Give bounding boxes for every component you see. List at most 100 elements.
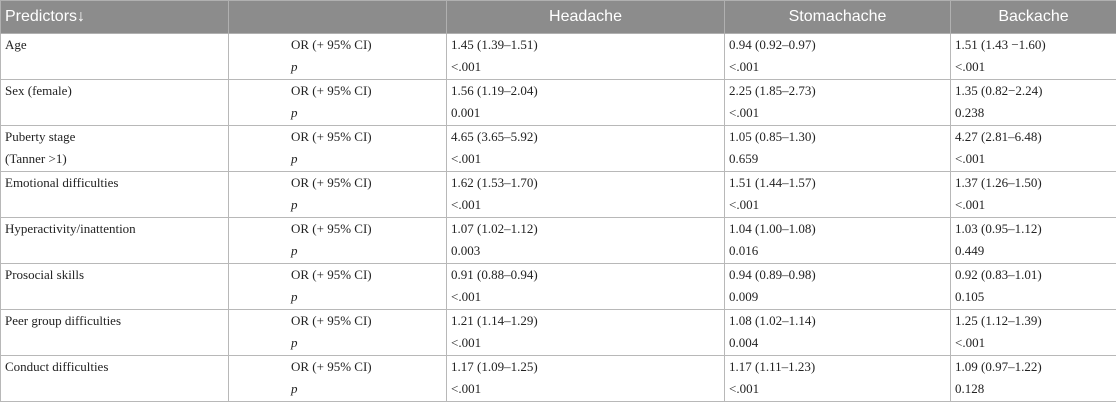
stat-label: p <box>291 335 298 350</box>
p-value: 0.659 <box>729 151 759 166</box>
odds-ratio: 1.56 (1.19–2.04) <box>451 83 538 98</box>
p-value: <.001 <box>451 59 482 74</box>
stat-label: OR (+ 95% CI) <box>291 267 372 282</box>
label-cell: OR (+ 95% CI) p <box>228 33 447 80</box>
p-value: <.001 <box>451 335 482 350</box>
stat-label: p <box>291 243 298 258</box>
odds-ratio: 2.25 (1.85–2.73) <box>729 83 816 98</box>
odds-ratio: 4.27 (2.81–6.48) <box>955 129 1042 144</box>
p-value: <.001 <box>729 59 760 74</box>
p-value: <.001 <box>451 151 482 166</box>
predictor-cell: Peer group difficulties <box>0 309 229 356</box>
header-cell: Backache <box>950 0 1116 34</box>
table-row: Age OR (+ 95% CI) p 1.45 (1.39–1.51) <.001 0.… <box>0 33 1116 80</box>
stomachache-cell: 0.94 (0.92–0.97) <.001 <box>724 33 951 80</box>
odds-ratio: 1.51 (1.44–1.57) <box>729 175 816 190</box>
p-value: 0.105 <box>955 289 985 304</box>
predictor-cell: Hyperactivity/inattention <box>0 217 229 264</box>
odds-ratio: 1.08 (1.02–1.14) <box>729 313 816 328</box>
p-value: <.001 <box>955 151 986 166</box>
stomachache-cell: 2.25 (1.85–2.73) <.001 <box>724 79 951 126</box>
stomachache-cell: 1.08 (1.02–1.14) 0.004 <box>724 309 951 356</box>
predictor-cell: Conduct difficulties <box>0 355 229 402</box>
table-header: Predictors↓ Headache Stomachache Backache <box>0 0 1116 34</box>
odds-ratio: 1.09 (0.97–1.22) <box>955 359 1042 374</box>
predictor: (Tanner >1) <box>5 151 67 166</box>
stat-label: OR (+ 95% CI) <box>291 129 372 144</box>
label-cell: OR (+ 95% CI) p <box>228 79 447 126</box>
predictor-cell: Age <box>0 33 229 80</box>
predictor-cell: Emotional difficulties <box>0 171 229 218</box>
p-value: <.001 <box>729 381 760 396</box>
label-cell: OR (+ 95% CI) p <box>228 355 447 402</box>
stomachache-cell: 1.51 (1.44–1.57) <.001 <box>724 171 951 218</box>
odds-ratio: 1.03 (0.95–1.12) <box>955 221 1042 236</box>
odds-ratio: 1.07 (1.02–1.12) <box>451 221 538 236</box>
backache-cell: 4.27 (2.81–6.48) <.001 <box>950 125 1116 172</box>
table-row: Conduct difficulties OR (+ 95% CI) p 1.17 (… <box>0 355 1116 402</box>
stomachache-cell: 0.94 (0.89–0.98) 0.009 <box>724 263 951 310</box>
header-cell: Stomachache <box>724 0 951 34</box>
p-value: <.001 <box>451 197 482 212</box>
stat-label: OR (+ 95% CI) <box>291 83 372 98</box>
p-value: 0.004 <box>729 335 759 350</box>
backache-cell: 1.09 (0.97–1.22) 0.128 <box>950 355 1116 402</box>
odds-ratio: 1.04 (1.00–1.08) <box>729 221 816 236</box>
predictor-cell: Prosocial skills <box>0 263 229 310</box>
stat-label: p <box>291 105 298 120</box>
p-value: <.001 <box>955 197 986 212</box>
header-cell: Headache <box>446 0 725 34</box>
stat-label: p <box>291 381 298 396</box>
table-body: Age OR (+ 95% CI) p 1.45 (1.39–1.51) <.001 0.… <box>0 33 1116 402</box>
table-row: Sex (female) OR (+ 95% CI) p 1.56 (1.19–2.0… <box>0 79 1116 126</box>
label-cell: OR (+ 95% CI) p <box>228 125 447 172</box>
odds-ratio: 1.62 (1.53–1.70) <box>451 175 538 190</box>
stomachache-cell: 1.04 (1.00–1.08) 0.016 <box>724 217 951 264</box>
label-cell: OR (+ 95% CI) p <box>228 263 447 310</box>
label-cell: OR (+ 95% CI) p <box>228 309 447 356</box>
p-value: 0.003 <box>451 243 481 258</box>
predictor: Age <box>5 37 27 52</box>
stat-label: OR (+ 95% CI) <box>291 313 372 328</box>
headache-cell: 1.17 (1.09–1.25) <.001 <box>446 355 725 402</box>
header-cell: Predictors↓ <box>0 0 229 34</box>
headache-cell: 1.21 (1.14–1.29) <.001 <box>446 309 725 356</box>
headache-cell: 1.56 (1.19–2.04) 0.001 <box>446 79 725 126</box>
backache-cell: 1.51 (1.43 −1.60) <.001 <box>950 33 1116 80</box>
backache-cell: 1.37 (1.26–1.50) <.001 <box>950 171 1116 218</box>
backache-cell: 0.92 (0.83–1.01) 0.105 <box>950 263 1116 310</box>
stat-label: p <box>291 197 298 212</box>
predictor: Sex (female) <box>5 83 72 98</box>
predictor-cell: Puberty stage (Tanner >1) <box>0 125 229 172</box>
p-value: 0.128 <box>955 381 985 396</box>
label-cell: OR (+ 95% CI) p <box>228 171 447 218</box>
p-value: 0.009 <box>729 289 759 304</box>
backache-cell: 1.35 (0.82−2.24) 0.238 <box>950 79 1116 126</box>
header-cell <box>228 0 447 34</box>
stat-label: p <box>291 151 298 166</box>
p-value: <.001 <box>451 381 482 396</box>
odds-ratio: 1.17 (1.11–1.23) <box>729 359 816 374</box>
predictor: Hyperactivity/inattention <box>5 221 136 236</box>
odds-ratio: 1.45 (1.39–1.51) <box>451 37 538 52</box>
odds-ratio: 4.65 (3.65–5.92) <box>451 129 538 144</box>
p-value: 0.016 <box>729 243 759 258</box>
table-row: Emotional difficulties OR (+ 95% CI) p 1.62… <box>0 171 1116 218</box>
predictor: Emotional difficulties <box>5 175 119 190</box>
odds-ratio: 0.94 (0.92–0.97) <box>729 37 816 52</box>
headache-cell: 1.62 (1.53–1.70) <.001 <box>446 171 725 218</box>
backache-cell: 1.03 (0.95–1.12) 0.449 <box>950 217 1116 264</box>
stat-label: OR (+ 95% CI) <box>291 37 372 52</box>
p-value: 0.001 <box>451 105 481 120</box>
p-value: 0.238 <box>955 105 985 120</box>
predictor: Prosocial skills <box>5 267 85 282</box>
stat-label: p <box>291 289 298 304</box>
stomachache-cell: 1.05 (0.85–1.30) 0.659 <box>724 125 951 172</box>
predictor: Peer group difficulties <box>5 313 122 328</box>
predictor: Conduct difficulties <box>5 359 109 374</box>
odds-ratio: 1.37 (1.26–1.50) <box>955 175 1042 190</box>
stat-label: OR (+ 95% CI) <box>291 221 372 236</box>
label-cell: OR (+ 95% CI) p <box>228 217 447 264</box>
p-value: <.001 <box>451 289 482 304</box>
